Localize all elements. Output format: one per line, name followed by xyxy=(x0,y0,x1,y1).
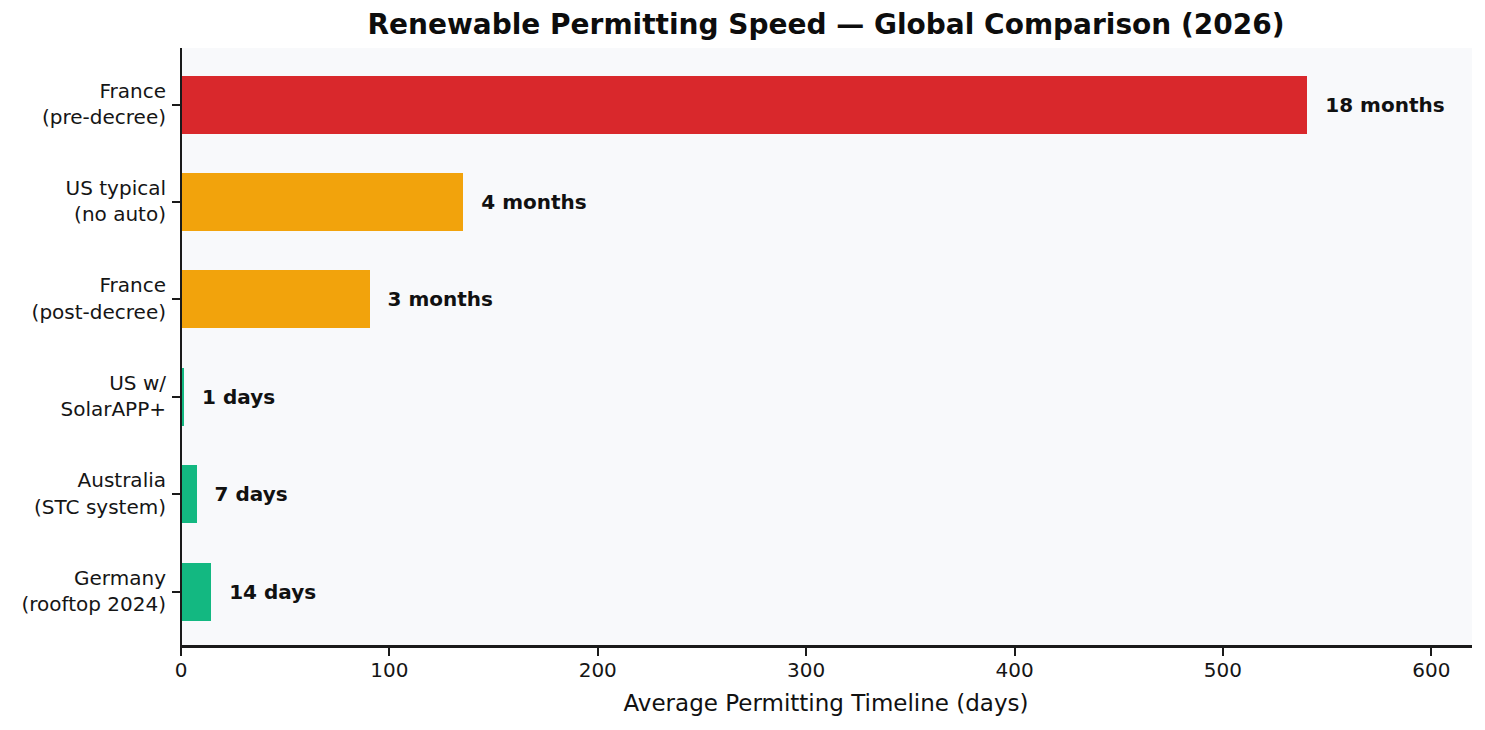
y-tick-label-line1: France xyxy=(0,78,166,105)
bar-2 xyxy=(182,270,370,328)
y-tick-label-line1: US w/ xyxy=(0,370,166,397)
y-tick-label-line2: (rooftop 2024) xyxy=(0,592,166,619)
bar-4 xyxy=(182,465,197,523)
y-tick-label-line2: (no auto) xyxy=(0,202,166,229)
x-tick-label: 100 xyxy=(370,658,408,682)
y-tick-label-line2: SolarAPP+ xyxy=(0,397,166,424)
bar-value-label: 3 months xyxy=(388,287,493,311)
plot-area: 18 months 4 months 3 months 1 days 7 days 14 … xyxy=(180,48,1472,648)
bar-value-label: 14 days xyxy=(229,580,316,604)
x-tick-label: 200 xyxy=(579,658,617,682)
x-tick-label: 400 xyxy=(995,658,1033,682)
bar-value-label: 1 days xyxy=(202,385,275,409)
y-tick-mark xyxy=(172,201,180,203)
x-tick-mark xyxy=(805,648,807,656)
x-tick-label: 0 xyxy=(175,658,188,682)
bar-1 xyxy=(182,173,463,231)
x-tick-label: 300 xyxy=(787,658,825,682)
x-tick-mark xyxy=(1014,648,1016,656)
y-tick-label: US typical(no auto) xyxy=(0,175,166,228)
x-tick-mark xyxy=(1222,648,1224,656)
x-tick-mark xyxy=(1430,648,1432,656)
y-tick-label: Australia(STC system) xyxy=(0,468,166,521)
x-tick-label: 600 xyxy=(1412,658,1450,682)
chart-title: Renewable Permitting Speed — Global Comp… xyxy=(180,8,1472,41)
bar-3 xyxy=(182,368,184,426)
x-tick-mark xyxy=(388,648,390,656)
y-tick-label-line1: Germany xyxy=(0,565,166,592)
y-tick-label-line2: (STC system) xyxy=(0,494,166,521)
y-tick-label: US w/SolarAPP+ xyxy=(0,370,166,423)
bar-value-label: 4 months xyxy=(481,190,586,214)
bar-5 xyxy=(182,563,211,621)
bar-value-label: 18 months xyxy=(1325,93,1444,117)
bar-value-label: 7 days xyxy=(215,482,288,506)
y-tick-label: France(pre-decree) xyxy=(0,78,166,131)
bar-0 xyxy=(182,76,1307,134)
y-tick-label-line1: France xyxy=(0,273,166,300)
y-tick-mark xyxy=(172,104,180,106)
y-tick-mark xyxy=(172,396,180,398)
y-tick-label: France(post-decree) xyxy=(0,273,166,326)
y-tick-label-line2: (post-decree) xyxy=(0,299,166,326)
y-tick-mark xyxy=(172,493,180,495)
x-tick-mark xyxy=(180,648,182,656)
y-tick-label-line1: US typical xyxy=(0,175,166,202)
bar-chart-figure: Renewable Permitting Speed — Global Comp… xyxy=(0,0,1485,730)
y-tick-mark xyxy=(172,298,180,300)
y-tick-label-line1: Australia xyxy=(0,468,166,495)
y-tick-mark xyxy=(172,591,180,593)
y-tick-label: Germany(rooftop 2024) xyxy=(0,565,166,618)
x-axis-title: Average Permitting Timeline (days) xyxy=(180,690,1472,716)
x-tick-label: 500 xyxy=(1204,658,1242,682)
y-tick-label-line2: (pre-decree) xyxy=(0,105,166,132)
x-tick-mark xyxy=(597,648,599,656)
